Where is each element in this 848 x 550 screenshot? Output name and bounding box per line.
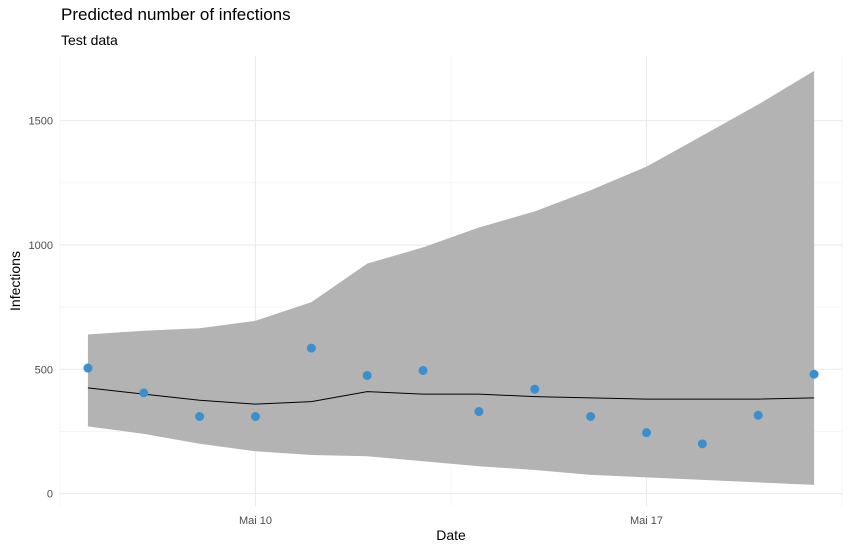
observed-point — [753, 410, 763, 420]
observed-point — [83, 363, 93, 373]
y-tick-label: 500 — [35, 364, 53, 376]
y-tick-label: 1500 — [29, 116, 53, 128]
observed-point — [195, 411, 205, 421]
observed-point — [530, 384, 540, 394]
observed-point — [474, 407, 484, 417]
chart-title: Predicted number of infections — [61, 5, 291, 24]
x-axis-title: Date — [436, 527, 466, 543]
chart-subtitle: Test data — [61, 32, 118, 48]
y-axis-title: Infections — [7, 251, 23, 311]
observed-point — [251, 411, 260, 421]
observed-point — [418, 366, 428, 376]
x-tick-label: Mai 17 — [630, 515, 663, 527]
observed-point — [586, 411, 596, 421]
observed-point — [306, 343, 316, 353]
observed-point — [809, 369, 819, 379]
observed-point — [697, 439, 707, 449]
observed-point — [642, 428, 651, 438]
y-tick-label: 1000 — [29, 240, 53, 252]
observed-point — [362, 370, 372, 380]
observed-point — [139, 388, 149, 398]
y-tick-label: 0 — [47, 489, 53, 501]
observed-points — [83, 343, 819, 449]
prediction-interval-band — [87, 70, 815, 485]
prediction-line — [87, 387, 815, 405]
x-tick-label: Mai 10 — [239, 515, 272, 527]
